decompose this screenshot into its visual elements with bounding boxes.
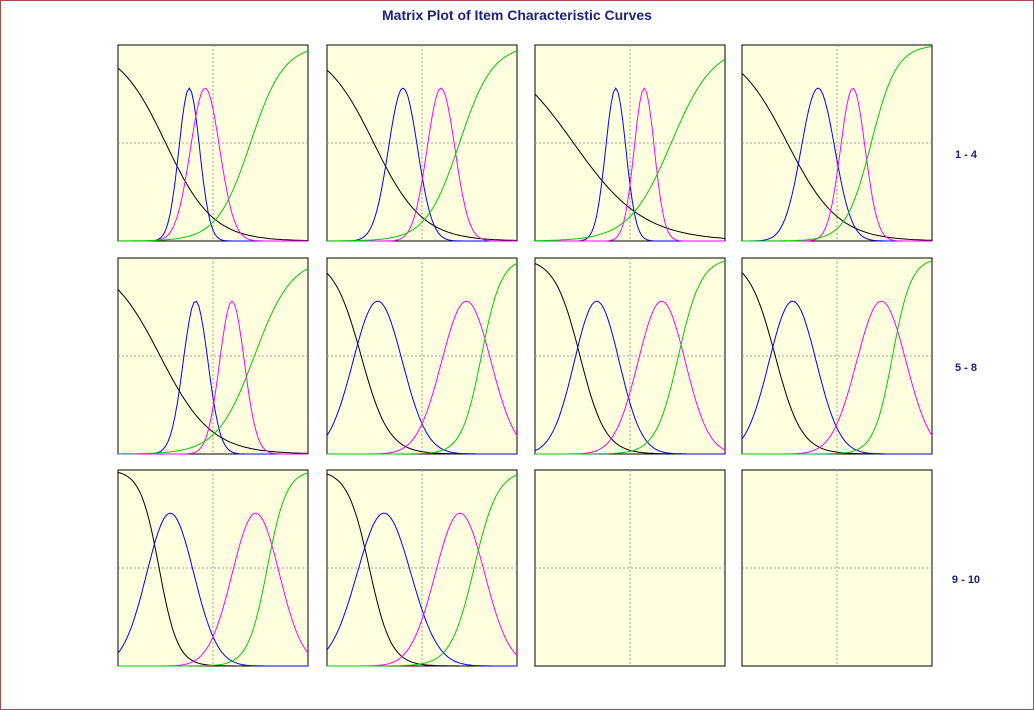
curve-category-4	[118, 267, 309, 455]
curve-category-4	[327, 474, 518, 667]
panel-8	[741, 257, 933, 455]
curve-category-4	[742, 46, 933, 242]
curve-category-2	[534, 300, 725, 455]
panel-4	[741, 44, 933, 242]
curve-category-2	[327, 87, 517, 242]
panel-2	[326, 44, 518, 242]
curve-category-4	[327, 50, 518, 242]
panel-10	[326, 469, 518, 667]
curve-category-4	[535, 260, 726, 455]
curve-category-4	[742, 260, 933, 455]
curve-category-2	[326, 512, 517, 667]
panel-3	[534, 44, 726, 242]
curve-category-1	[117, 289, 309, 454]
curve-category-1	[326, 69, 518, 241]
curve-category-4	[535, 58, 726, 242]
panel-12	[741, 469, 933, 667]
curve-category-2	[741, 300, 932, 455]
panel-9	[117, 469, 309, 667]
row-label-3: 9 - 10	[952, 574, 980, 586]
curve-category-1	[741, 73, 932, 241]
curve-category-4	[118, 50, 309, 242]
panel-7	[534, 257, 726, 455]
panel-1	[117, 44, 309, 242]
row-label-2: 5 - 8	[955, 362, 977, 374]
row-label-1: 1 - 4	[955, 149, 978, 161]
chart-title: Matrix Plot of Item Characteristic Curve…	[382, 7, 652, 23]
panel-5	[117, 257, 309, 455]
curve-category-3	[535, 87, 725, 242]
curve-category-1	[534, 93, 726, 239]
curve-category-3	[118, 300, 308, 455]
panel-6	[326, 257, 518, 455]
curve-category-4	[118, 472, 309, 667]
curve-category-4	[327, 262, 518, 455]
curve-category-1	[117, 67, 308, 241]
panel-11	[534, 469, 726, 667]
